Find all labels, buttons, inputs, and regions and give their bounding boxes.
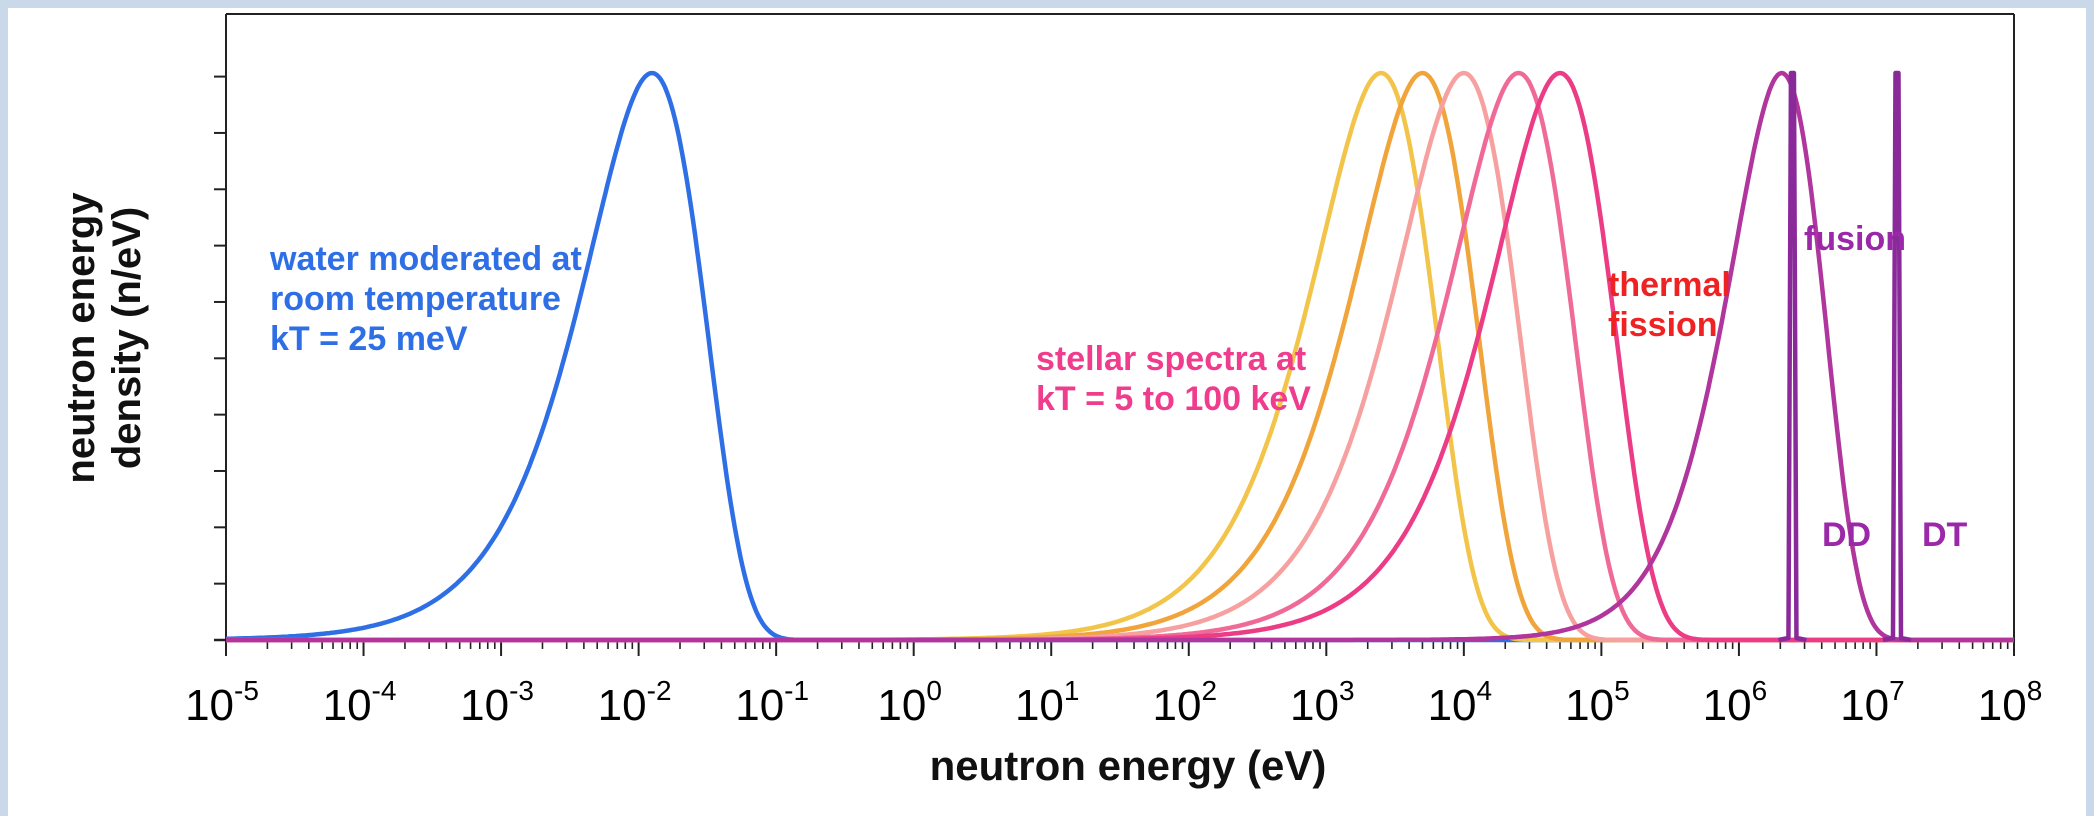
annotation-fission-line-2: fission (1608, 306, 1718, 344)
x-tick-label: 106 (1703, 675, 1768, 730)
series-line-7 (225, 70, 2015, 643)
annotation-dt-line-1: DT (1922, 516, 1968, 554)
x-tick-label: 105 (1565, 675, 1630, 730)
annotation-water-line-1: water moderated at (269, 240, 582, 278)
annotation-water-line-2: room temperature (270, 280, 561, 318)
x-axis-ticks (225, 640, 2015, 656)
x-axis-tick-labels: 10-5 10-4 10-3 10-2 10-1 100 101 102 103 104 105 10… (185, 675, 2042, 730)
annotation-water-line-3: kT = 25 meV (270, 320, 468, 358)
x-tick-label: 10-5 (185, 675, 259, 730)
plot-frame (214, 13, 2015, 642)
annotation-stellar-line-1: stellar spectra at (1036, 340, 1306, 378)
x-axis-title: neutron energy (eV) (930, 742, 1327, 789)
figure-panel: 10-5 10-4 10-3 10-2 10-1 100 101 102 103 104 105 10… (8, 8, 2086, 816)
series-line-8 (1778, 70, 1807, 643)
y-axis-title-line-2: density (n/eV) (105, 207, 149, 469)
y-axis-ticks (214, 75, 226, 641)
y-axis-title: neutron energy density (n/eV) (59, 192, 149, 484)
annotation-fission-line-1: thermal (1608, 266, 1731, 304)
x-tick-label: 103 (1290, 675, 1355, 730)
series-curves (225, 70, 2015, 643)
x-tick-label: 100 (877, 675, 942, 730)
x-tick-label: 108 (1978, 675, 2043, 730)
x-tick-label: 104 (1428, 675, 1493, 730)
x-tick-label: 10-2 (598, 675, 672, 730)
x-tick-label: 107 (1840, 675, 1905, 730)
x-tick-label: 10-4 (323, 675, 397, 730)
x-tick-label: 10-3 (460, 675, 534, 730)
x-tick-label: 102 (1153, 675, 1218, 730)
annotation-fusion-line-1: fusion (1804, 220, 1906, 258)
series-line-9 (1882, 70, 1912, 643)
annotation-stellar-line-2: kT = 5 to 100 keV (1036, 380, 1311, 418)
x-tick-label: 10-1 (735, 675, 809, 730)
annotation-dd-line-1: DD (1822, 516, 1871, 554)
neutron-spectra-chart: 10-5 10-4 10-3 10-2 10-1 100 101 102 103 104 105 10… (59, 13, 2042, 789)
y-axis-title-line-1: neutron energy (59, 192, 103, 484)
x-tick-label: 101 (1015, 675, 1080, 730)
